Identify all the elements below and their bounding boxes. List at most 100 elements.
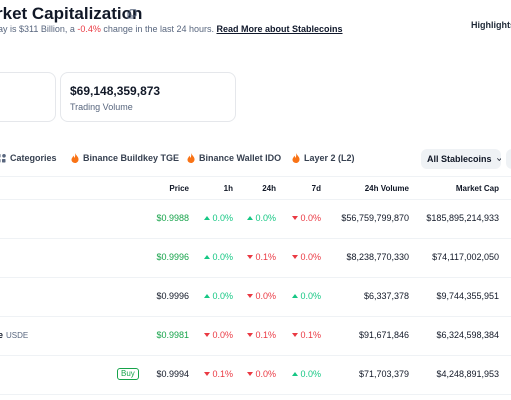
change-value: 0.1% xyxy=(255,330,276,340)
table-row[interactable]: $0.9988 0.0% 0.0% 0.0% $56,759,799,870 $185,8… xyxy=(0,200,511,239)
market-cap-cell: $74,117,002,050 xyxy=(432,252,499,262)
table-body: $0.9988 0.0% 0.0% 0.0% $56,759,799,870 $185,8… xyxy=(0,200,511,395)
change-h1-cell: 0.0% xyxy=(204,330,233,340)
read-more-link[interactable]: Read More about Stablecoins xyxy=(216,24,343,34)
table-row[interactable]: $0.9996 0.0% 0.0% 0.0% $6,337,378 $9,744,355,… xyxy=(0,278,511,317)
change-h24-cell: 0.0% xyxy=(247,291,276,301)
price-cell: $0.9994 xyxy=(156,369,189,379)
change-value: 0.0% xyxy=(255,213,276,223)
price-cell: $0.9981 xyxy=(156,330,189,340)
table-header: Price 1h 24h 7d 24h Volume Market Cap xyxy=(0,176,511,200)
volume-cell: $56,759,799,870 xyxy=(341,213,409,223)
col-1h[interactable]: 1h xyxy=(223,184,233,193)
fire-icon xyxy=(187,153,195,163)
buy-button[interactable]: Buy xyxy=(117,368,139,380)
col-24h-volume[interactable]: 24h Volume xyxy=(364,184,409,193)
change-value: 0.1% xyxy=(255,252,276,262)
coin-symbol: USDE xyxy=(6,331,29,340)
trading-volume-label: Trading Volume xyxy=(70,102,133,112)
market-cap-cell: $185,895,214,933 xyxy=(426,213,499,223)
caret-up-icon xyxy=(204,294,211,298)
change-value: 0.0% xyxy=(212,330,233,340)
page-title: rket Capitalization xyxy=(0,4,143,23)
col-24h[interactable]: 24h xyxy=(262,184,276,193)
caret-down-icon xyxy=(204,333,211,337)
volume-cell: $6,337,378 xyxy=(363,291,409,301)
filter-label: All Stablecoins xyxy=(427,154,492,164)
categories-icon xyxy=(0,153,6,162)
tab-label: Categories xyxy=(10,153,57,163)
copy-icon[interactable] xyxy=(127,9,137,19)
coin-name[interactable]: e USDE xyxy=(0,330,28,340)
caret-up-icon xyxy=(292,294,299,298)
caret-up-icon xyxy=(247,216,254,220)
change-value: 0.0% xyxy=(300,369,321,379)
caret-down-icon xyxy=(247,255,254,259)
table-row[interactable]: e USDE $0.9981 0.0% 0.1% 0.1% $91,671,846 $6,32… xyxy=(0,317,511,356)
stablecoin-filter-dropdown[interactable]: All Stablecoins xyxy=(421,149,501,169)
change-value: 0.1% xyxy=(300,330,321,340)
coin-name-text: e xyxy=(0,330,4,340)
tab-binance-wallet-ido[interactable]: Binance Wallet IDO xyxy=(187,153,281,163)
change-d7-cell: 0.1% xyxy=(292,330,321,340)
volume-cell: $71,703,379 xyxy=(358,369,409,379)
change-d7-cell: 0.0% xyxy=(292,252,321,262)
category-tabs: Categories Binance Buildkey TGE Binance … xyxy=(0,149,511,171)
change-h24-cell: 0.0% xyxy=(247,213,276,223)
change-h24-cell: 0.1% xyxy=(247,330,276,340)
change-value: 0.0% xyxy=(255,369,276,379)
change-value: 0.0% xyxy=(212,213,233,223)
change-value: 0.0% xyxy=(300,213,321,223)
caret-down-icon xyxy=(292,333,299,337)
col-price[interactable]: Price xyxy=(169,184,189,193)
fire-icon xyxy=(292,153,300,163)
caret-down-icon xyxy=(292,255,299,259)
change-value: 0.0% xyxy=(212,291,233,301)
caret-down-icon xyxy=(204,372,211,376)
volume-cell: $91,671,846 xyxy=(358,330,409,340)
col-7d[interactable]: 7d xyxy=(311,184,321,193)
change-h1-cell: 0.0% xyxy=(204,252,233,262)
price-cell: $0.9996 xyxy=(156,291,189,301)
caret-down-icon xyxy=(247,294,254,298)
subtitle-change: -0.4% xyxy=(77,24,101,34)
stablecoin-table: Price 1h 24h 7d 24h Volume Market Cap $0… xyxy=(0,176,511,395)
tab-label: Binance Wallet IDO xyxy=(199,153,282,163)
tab-layer-2[interactable]: Layer 2 (L2) xyxy=(292,153,355,163)
page-subtitle: ay is $311 Billion, a -0.4% change in th… xyxy=(0,24,343,34)
tab-label: Binance Buildkey TGE xyxy=(83,153,180,163)
caret-down-icon xyxy=(292,216,299,220)
change-value: 0.0% xyxy=(212,252,233,262)
chevron-down-icon xyxy=(496,157,501,161)
change-h24-cell: 0.0% xyxy=(247,369,276,379)
tab-binance-buildkey-tge[interactable]: Binance Buildkey TGE xyxy=(71,153,179,163)
change-h24-cell: 0.1% xyxy=(247,252,276,262)
table-row[interactable]: $0.9996 0.0% 0.1% 0.0% $8,238,770,330 $74,117… xyxy=(0,239,511,278)
customize-button[interactable] xyxy=(506,149,511,169)
highlights-toggle[interactable]: Highlights xyxy=(471,20,511,30)
change-value: 0.0% xyxy=(300,252,321,262)
change-value: 0.0% xyxy=(255,291,276,301)
tab-label: Layer 2 (L2) xyxy=(304,153,355,163)
change-value: 0.0% xyxy=(300,291,321,301)
volume-cell: $8,238,770,330 xyxy=(346,252,409,262)
market-cap-cell: $6,324,598,384 xyxy=(436,330,499,340)
caret-up-icon xyxy=(292,372,299,376)
col-market-cap[interactable]: Market Cap xyxy=(455,184,499,193)
change-h1-cell: 0.0% xyxy=(204,213,233,223)
change-d7-cell: 0.0% xyxy=(292,291,321,301)
tab-categories[interactable]: Categories xyxy=(0,153,57,163)
table-row[interactable]: Buy $0.9994 0.1% 0.0% 0.0% $71,703,379 $4,248,… xyxy=(0,356,511,395)
caret-down-icon xyxy=(247,333,254,337)
caret-down-icon xyxy=(247,372,254,376)
caret-up-icon xyxy=(204,216,211,220)
trading-volume-card: $69,148,359,873 Trading Volume xyxy=(60,72,236,122)
price-cell: $0.9996 xyxy=(156,252,189,262)
market-cap-cell: $9,744,355,951 xyxy=(436,291,499,301)
change-value: 0.1% xyxy=(212,369,233,379)
subtitle-text-suffix: change in the last 24 hours. xyxy=(100,24,217,34)
caret-up-icon xyxy=(204,255,211,259)
market-cap-cell: $4,248,891,953 xyxy=(436,369,499,379)
subtitle-text: ay is $311 Billion, a xyxy=(0,24,78,34)
change-h1-cell: 0.1% xyxy=(204,369,233,379)
